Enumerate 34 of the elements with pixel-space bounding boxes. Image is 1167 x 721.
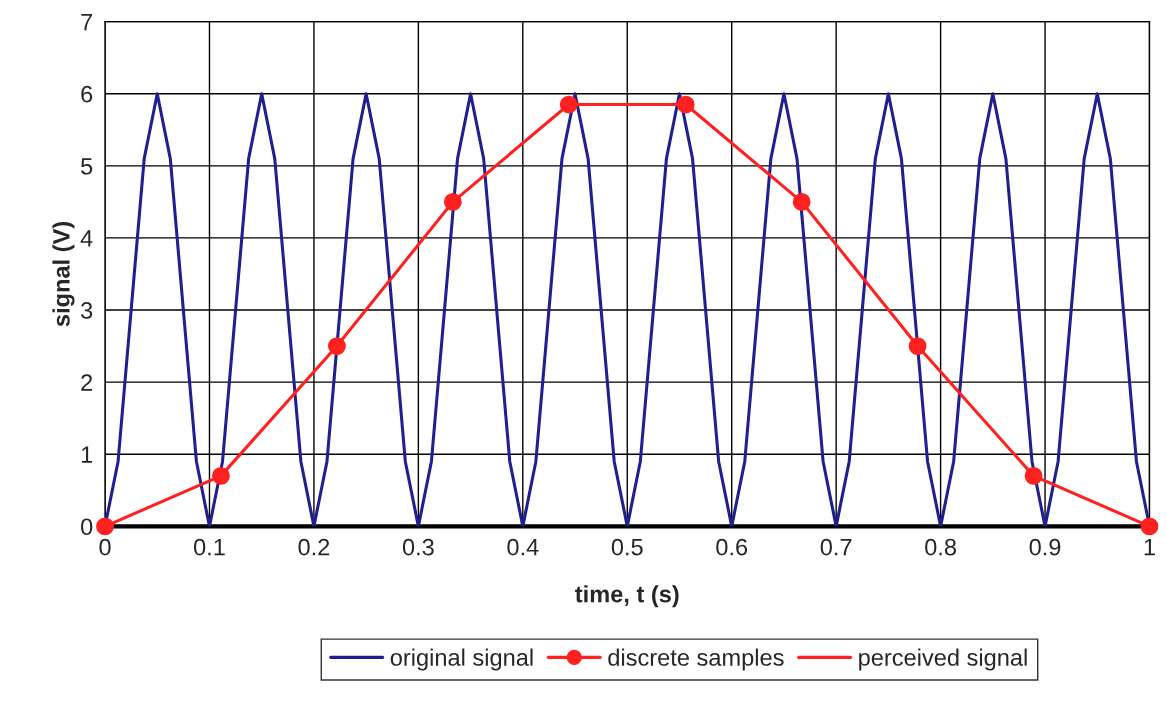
- x-tick-label: 0.9: [1029, 538, 1061, 556]
- x-tick-label: 0.3: [402, 538, 434, 556]
- point: [792, 192, 811, 211]
- y-tick-label: 2: [81, 374, 93, 391]
- y-tick-label: 7: [81, 13, 93, 31]
- x-tick-label: 0.7: [820, 538, 852, 556]
- point: [443, 192, 462, 211]
- point: [559, 95, 578, 114]
- x-tick-label: 0.5: [611, 538, 643, 556]
- x-tick-label: 0.4: [507, 538, 539, 556]
- y-tick-label: 3: [80, 302, 93, 319]
- legend-label: perceived signal: [859, 648, 1027, 671]
- x-tick-label: 0: [99, 538, 111, 556]
- x-tick-label: 1: [1144, 539, 1155, 556]
- point: [676, 95, 695, 114]
- y-tick-label: 1: [81, 446, 93, 463]
- point: [908, 337, 927, 355]
- x-axis-title: time, t (s): [575, 585, 679, 608]
- point: [1140, 517, 1159, 536]
- y-tick-label: 6: [81, 85, 93, 103]
- legend-label: discrete samples: [608, 648, 784, 671]
- y-axis-title: signal (V): [52, 222, 75, 327]
- point: [1024, 466, 1043, 485]
- x-tick-label: 0.6: [716, 538, 748, 556]
- y-tick-label: 5: [81, 158, 93, 175]
- x-tick-label: 0.1: [193, 538, 225, 556]
- point: [212, 466, 230, 485]
- y-tick-label: 0: [81, 518, 93, 536]
- point: [327, 337, 346, 355]
- point: [96, 517, 114, 536]
- x-tick-label: 0.8: [925, 538, 956, 556]
- y-tick-label: 4: [80, 230, 93, 247]
- legend-label: original signal: [390, 648, 533, 671]
- x-tick-label: 0.2: [298, 538, 330, 556]
